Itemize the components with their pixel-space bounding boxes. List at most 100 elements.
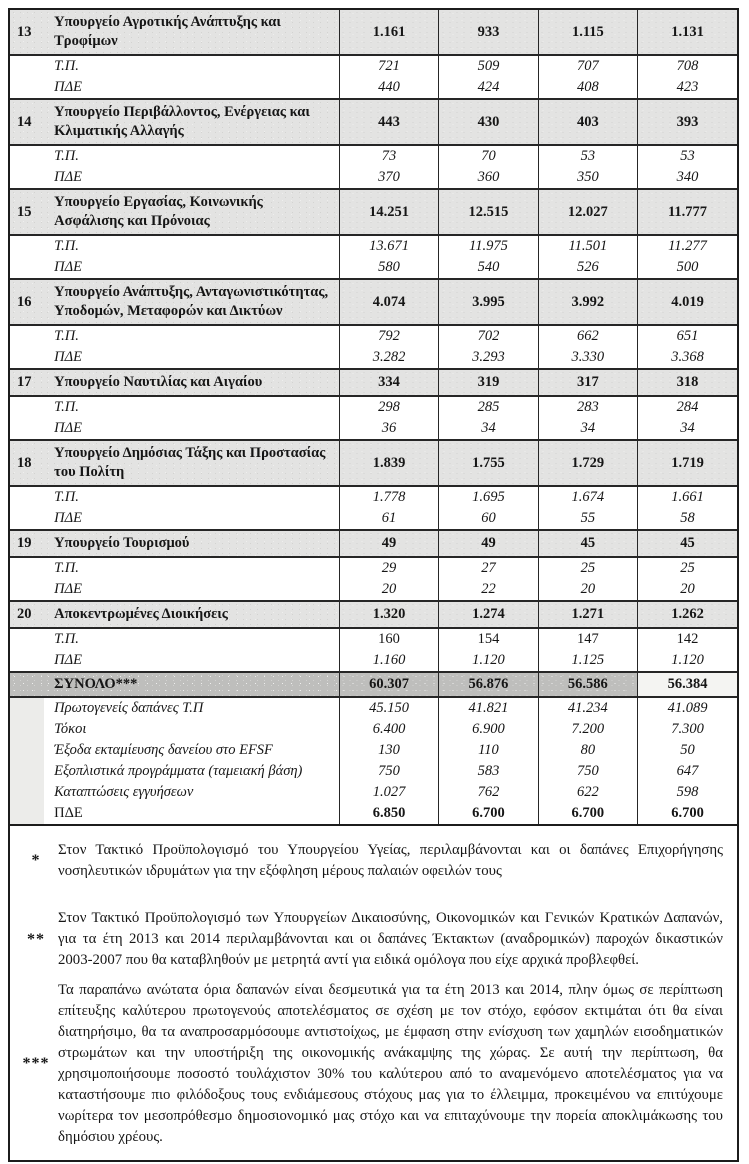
- tp-label: Τ.Π.: [44, 395, 340, 418]
- tp-value: 27: [438, 556, 539, 579]
- ministry-name: Υπουργείο Δημόσιας Τάξης και Προστασίας …: [44, 439, 340, 486]
- summary-value: 6.700: [438, 803, 539, 824]
- tp-value: 1.674: [537, 485, 638, 508]
- pde-value: 3.368: [637, 347, 737, 369]
- ministry-total-value: 45: [637, 529, 737, 557]
- footnote: ** Στον Τακτικό Προϋπολογισμό των Υπουργ…: [14, 908, 727, 971]
- ministry-total-value: 393: [637, 98, 737, 145]
- row-number: 19: [10, 529, 45, 557]
- row-number-spacer: [10, 144, 45, 167]
- pde-value: 540: [438, 257, 539, 279]
- summary-value: 50: [637, 740, 737, 761]
- tp-value: 29: [338, 556, 439, 579]
- tp-label: Τ.Π.: [44, 627, 340, 650]
- footnotes-section: * Στον Τακτικό Προϋπολογισμό του Υπουργε…: [10, 824, 737, 1160]
- pde-value: 360: [438, 167, 539, 189]
- ministry-total-value: 1.719: [637, 439, 737, 486]
- tp-value: 142: [637, 627, 737, 650]
- row-number-spacer: [10, 395, 45, 418]
- ministry-total-value: 1.839: [338, 439, 439, 486]
- tp-value: 721: [338, 54, 439, 77]
- pde-value: 20: [637, 579, 737, 601]
- pde-value: 60: [438, 508, 539, 530]
- ministry-total-value: 1.320: [338, 600, 439, 628]
- row-number-spacer: [10, 508, 44, 530]
- ministry-total-value: 12.515: [438, 188, 539, 235]
- pde-value: 34: [438, 418, 539, 440]
- row-number-spacer: [10, 803, 45, 824]
- pde-value: 580: [338, 257, 439, 279]
- summary-label: ΠΔΕ: [54, 805, 83, 821]
- tp-value: 792: [338, 324, 439, 347]
- summary-value: 622: [537, 782, 638, 803]
- ministry-row: 19 Υπουργείο Τουρισμού 49 49 45 45: [10, 529, 737, 557]
- summary-label: Εξοπλιστικά προγράμματα (ταμειακή βάση): [54, 763, 303, 779]
- tp-value: 73: [338, 144, 439, 167]
- ministry-total-value: 3.992: [537, 278, 638, 325]
- ministry-total-value: 1.274: [438, 600, 539, 628]
- tp-value: 70: [438, 144, 539, 167]
- ministry-total-value: 49: [338, 529, 439, 557]
- pde-value: 424: [438, 77, 539, 99]
- row-number: 17: [10, 368, 45, 396]
- pde-value: 61: [338, 508, 439, 530]
- tp-value: 1.661: [637, 485, 737, 508]
- tp-row: Τ.Π. 13.671 11.975 11.501 11.277: [10, 234, 737, 257]
- row-number: 15: [10, 188, 45, 235]
- row-number-spacer: [10, 418, 44, 440]
- ministry-total-value: 318: [637, 368, 737, 396]
- row-number: 13: [10, 10, 44, 55]
- summary-label: Πρωτογενείς δαπάνες Τ.Π: [54, 700, 204, 716]
- ministry-name: Υπουργείο Ανάπτυξης, Ανταγωνιστικότητας,…: [44, 278, 340, 325]
- tp-value: 285: [438, 395, 539, 418]
- row-number-spacer: [10, 650, 44, 672]
- ministry-row: 13 Υπουργείο Αγροτικής Ανάπτυξης και Τροφ…: [10, 10, 737, 55]
- footnote-text: Τα παραπάνω ανώτατα όρια δαπανών είναι δ…: [58, 982, 723, 1145]
- pde-row: ΠΔΕ 370 360 350 340: [10, 167, 737, 189]
- pde-value: 3.330: [537, 347, 638, 369]
- pde-label: ΠΔΕ: [54, 652, 82, 668]
- ministry-total-value: 12.027: [537, 188, 638, 235]
- row-number: 16: [10, 278, 45, 325]
- ministry-row: 20 Αποκεντρωμένες Διοικήσεις 1.320 1.274 1.2…: [10, 600, 737, 628]
- tp-row: Τ.Π. 792 702 662 651: [10, 324, 737, 347]
- ministry-total-value: 334: [338, 368, 439, 396]
- tp-value: 11.501: [537, 234, 638, 257]
- ministry-name: Υπουργείο Ναυτιλίας και Αιγαίου: [44, 368, 340, 396]
- summary-value: 647: [637, 761, 737, 782]
- ministry-name: Υπουργείο Τουρισμού: [44, 529, 340, 557]
- ministry-row: 17 Υπουργείο Ναυτιλίας και Αιγαίου 334 319 3…: [10, 368, 737, 396]
- tp-row: Τ.Π. 721 509 707 708: [10, 54, 737, 77]
- pde-value: 34: [537, 418, 638, 440]
- row-number-spacer: [10, 54, 45, 77]
- ministry-total-value: 45: [537, 529, 638, 557]
- footnote: *** Τα παραπάνω ανώτατα όρια δαπανών είν…: [14, 980, 727, 1148]
- tp-value: 11.975: [438, 234, 539, 257]
- pde-value: 22: [438, 579, 539, 601]
- footnote-text: Στον Τακτικό Προϋπολογισμό του Υπουργείο…: [58, 842, 723, 879]
- ministry-total-value: 1.729: [537, 439, 638, 486]
- grand-total-value: 56.876: [438, 671, 539, 698]
- tp-value: 284: [637, 395, 737, 418]
- row-number-spacer: [10, 671, 45, 698]
- footnote-marker: **: [27, 930, 45, 948]
- ministry-total-value: 49: [438, 529, 539, 557]
- ministry-expenditure-table: 13 Υπουργείο Αγροτικής Ανάπτυξης και Τροφ…: [10, 10, 737, 824]
- footnote-text: Στον Τακτικό Προϋπολογισμό των Υπουργείω…: [58, 910, 723, 968]
- row-number-spacer: [10, 740, 45, 761]
- footnote-marker: ***: [22, 1055, 50, 1072]
- ministry-total-value: 443: [338, 98, 439, 145]
- pde-value: 350: [537, 167, 638, 189]
- ministry-name: Υπουργείο Περιβάλλοντος, Ενέργειας και Κ…: [44, 98, 340, 145]
- ministry-total-value: 1.161: [338, 10, 439, 55]
- summary-value: 750: [338, 761, 439, 782]
- ministry-total-value: 933: [438, 10, 539, 55]
- ministry-total-value: 11.777: [637, 188, 737, 235]
- pde-value: 20: [338, 579, 439, 601]
- document-border-box: 13 Υπουργείο Αγροτικής Ανάπτυξης και Τροφ…: [8, 8, 739, 1162]
- ministry-total-value: 1.271: [537, 600, 638, 628]
- tp-value: 702: [438, 324, 539, 347]
- summary-value: 41.234: [537, 697, 638, 719]
- summary-value: 7.200: [537, 719, 638, 740]
- tp-value: 707: [537, 54, 638, 77]
